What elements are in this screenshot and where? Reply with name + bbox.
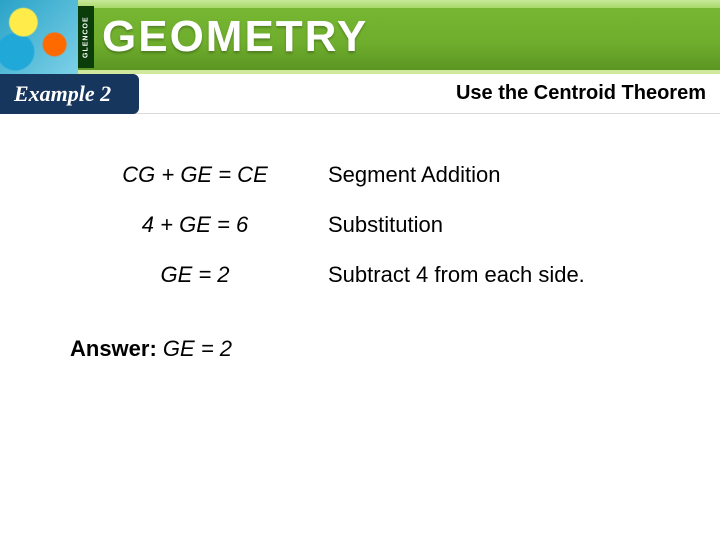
header-stripe — [0, 0, 720, 8]
lesson-title: Use the Centroid Theorem — [456, 82, 706, 105]
equation-cell: CG + GE = CE — [70, 150, 320, 200]
answer-line: Answer: GE = 2 — [70, 336, 680, 362]
book-title: GEOMETRY — [102, 12, 368, 62]
equation-cell: 4 + GE = 6 — [70, 200, 320, 250]
table-row: GE = 2 Subtract 4 from each side. — [70, 250, 680, 300]
cover-thumbnail — [0, 0, 78, 74]
table-row: 4 + GE = 6 Substitution — [70, 200, 680, 250]
equation-cell: GE = 2 — [70, 250, 320, 300]
answer-label: Answer: — [70, 336, 157, 361]
textbook-header: GLENCOE GEOMETRY — [0, 0, 720, 74]
reason-cell: Subtract 4 from each side. — [320, 250, 680, 300]
answer-value: GE = 2 — [163, 336, 232, 361]
reason-cell: Substitution — [320, 200, 680, 250]
reason-cell: Segment Addition — [320, 150, 680, 200]
example-subheader: Example 2 Use the Centroid Theorem — [0, 74, 720, 114]
publisher-tab: GLENCOE — [78, 6, 94, 68]
content-area: CG + GE = CE Segment Addition 4 + GE = 6… — [0, 114, 720, 362]
table-row: CG + GE = CE Segment Addition — [70, 150, 680, 200]
example-label: Example 2 — [0, 74, 139, 114]
proof-table: CG + GE = CE Segment Addition 4 + GE = 6… — [70, 150, 680, 300]
